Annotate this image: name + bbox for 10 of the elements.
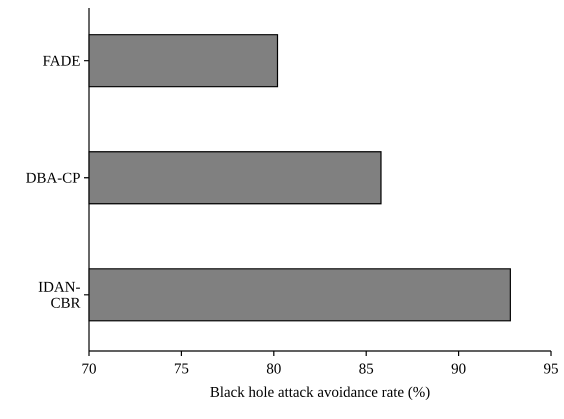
x-axis-title: Black hole attack avoidance rate (%) <box>210 386 430 400</box>
x-tick-label: 85 <box>359 364 374 374</box>
x-tick-label: 70 <box>82 364 96 374</box>
x-tick-label: 75 <box>174 364 188 374</box>
x-tick-label: 95 <box>544 364 558 374</box>
x-tick-label: 80 <box>266 364 281 374</box>
y-tick-label: DBA-CP <box>26 172 80 183</box>
y-tick-label: IDAN-CBR <box>38 282 80 308</box>
x-tick-label: 90 <box>452 364 466 374</box>
y-tick-label: FADE <box>43 56 80 66</box>
